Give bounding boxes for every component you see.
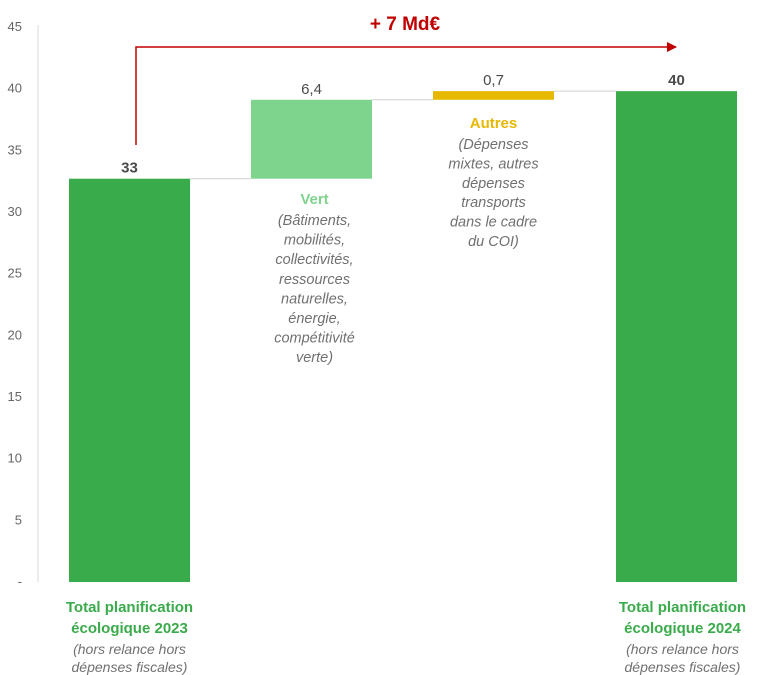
y-tick-label: 5 (15, 512, 22, 527)
y-tick-label: 25 (8, 266, 22, 281)
category-title-2023: écologique 2023 (71, 620, 188, 637)
y-tick-label: - (18, 574, 22, 589)
value-label-vert: 6,4 (301, 81, 322, 98)
bar-vert (251, 99, 372, 179)
category-sub-2023: dépenses fiscales) (72, 659, 188, 675)
y-tick-label: 30 (8, 204, 22, 219)
y-tick-label: 15 (8, 389, 22, 404)
category-note-vert: naturelles, (281, 291, 348, 307)
category-note-vert: mobilités, (284, 233, 345, 249)
category-title-2023: Total planification (66, 599, 193, 616)
category-title-2024: écologique 2024 (624, 620, 741, 637)
category-sub-2024: dépenses fiscales) (625, 659, 741, 675)
y-axis: - 5 10 15 20 25 30 35 40 45 (8, 19, 39, 589)
bar-total-2024 (616, 91, 737, 582)
increase-label: + 7 Md€ (370, 14, 441, 35)
category-note-vert: compétitivité (274, 331, 355, 347)
category-labels: Total planification écologique 2023 (hors … (66, 115, 746, 675)
value-label-total-2023: 33 (121, 160, 138, 177)
value-label-total-2024: 40 (668, 72, 685, 89)
category-sub-2024: (hors relance hors (626, 641, 739, 657)
category-note-autres: (Dépenses (458, 137, 528, 153)
category-note-vert: énergie, (288, 311, 340, 327)
y-tick-label: 40 (8, 81, 22, 96)
category-note-autres: mixtes, autres (448, 156, 538, 172)
increase-arrow (135, 42, 677, 145)
category-sub-2023: (hors relance hors (73, 641, 186, 657)
bar-autres (433, 91, 554, 100)
category-note-autres: transports (461, 195, 525, 211)
category-note-autres: du COI) (468, 234, 519, 250)
category-note-vert: verte) (296, 350, 333, 366)
value-label-autres: 0,7 (483, 72, 504, 89)
headline-arrow: + 7 Md€ (135, 14, 677, 145)
category-note-autres: dans le cadre (450, 215, 537, 231)
y-tick-label: 10 (8, 451, 22, 466)
category-note-vert: collectivités, (275, 252, 353, 268)
category-note-autres: dépenses (462, 176, 525, 192)
category-title-2024: Total planification (619, 599, 746, 616)
category-note-vert: (Bâtiments, (278, 213, 351, 229)
bar-total-2023 (69, 178, 190, 582)
category-note-vert: ressources (279, 272, 350, 288)
category-title-vert: Vert (300, 191, 328, 208)
category-title-autres: Autres (470, 115, 518, 132)
y-tick-label: 35 (8, 142, 22, 157)
y-tick-label: 20 (8, 327, 22, 342)
bars (69, 91, 737, 582)
connector-lines (190, 90, 616, 180)
value-labels: 33 6,4 0,7 40 (121, 72, 685, 177)
y-tick-label: 45 (8, 19, 22, 34)
